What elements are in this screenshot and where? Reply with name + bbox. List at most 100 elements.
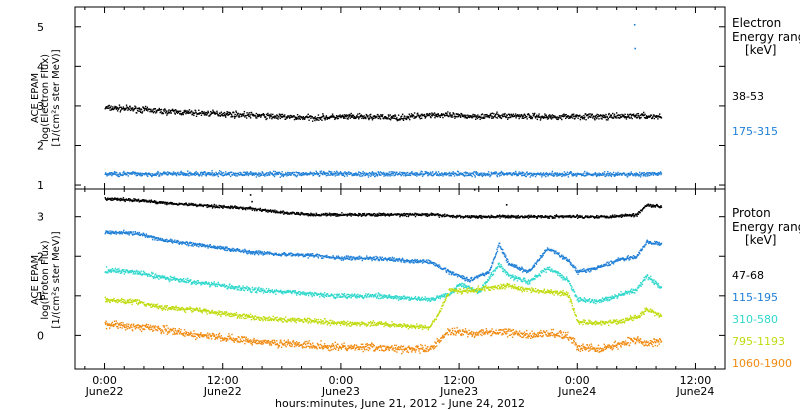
data-point: [280, 254, 283, 256]
data-point: [374, 115, 376, 117]
data-point: [621, 174, 623, 176]
data-point: [272, 173, 274, 175]
data-point: [220, 245, 222, 248]
data-point: [569, 172, 571, 174]
data-point: [649, 115, 652, 118]
data-point: [265, 118, 267, 121]
data-point: [367, 258, 369, 260]
data-point: [365, 257, 367, 260]
data-point: [560, 216, 562, 218]
data-point: [476, 172, 479, 174]
data-point: [321, 255, 324, 257]
data-point: [393, 117, 396, 120]
data-point: [410, 260, 412, 262]
data-point: [272, 174, 274, 177]
data-point: [429, 116, 432, 118]
data-point: [613, 113, 616, 115]
data-point: [313, 213, 315, 215]
data-point: [541, 174, 543, 176]
data-point: [599, 115, 601, 117]
data-point: [106, 173, 109, 176]
data-point: [429, 171, 432, 173]
data-point: [129, 105, 131, 107]
data-point: [194, 172, 197, 174]
data-point: [237, 112, 239, 115]
data-point: [545, 172, 547, 174]
data-point: [163, 171, 166, 173]
electron-legend-subtitle: Energy ranges: [732, 30, 800, 44]
data-point: [603, 173, 605, 175]
data-point: [156, 172, 158, 174]
y-tick-label: 2: [37, 139, 44, 152]
data-point: [198, 174, 200, 176]
data-point: [118, 104, 121, 106]
data-point: [188, 204, 191, 206]
data-point: [295, 171, 297, 173]
data-point: [597, 114, 600, 116]
data-point: [540, 117, 542, 120]
data-point: [383, 214, 386, 216]
data-point: [136, 107, 138, 110]
data-point: [422, 174, 425, 176]
data-point: [195, 204, 197, 206]
data-point: [251, 113, 254, 116]
electron-legend-entry-175-315: 175-315: [732, 125, 778, 138]
data-point: [281, 113, 284, 116]
data-point: [261, 171, 263, 173]
data-point: [445, 114, 448, 117]
data-point: [273, 117, 276, 119]
data-point: [211, 172, 214, 174]
data-point: [323, 213, 325, 215]
data-point: [296, 253, 299, 256]
data-point: [424, 213, 427, 215]
data-point: [453, 115, 456, 117]
data-point: [366, 255, 368, 257]
data-point: [656, 204, 659, 207]
data-point: [325, 213, 327, 215]
data-point: [252, 172, 254, 174]
data-point: [440, 267, 443, 270]
data-point: [506, 216, 509, 219]
data-point: [207, 110, 209, 112]
data-point: [593, 216, 595, 218]
data-point: [227, 173, 229, 175]
data-point: [518, 171, 520, 173]
data-point: [556, 118, 558, 120]
data-point: [530, 172, 532, 175]
proton-legend-entry-47-68: 47-68: [732, 269, 764, 282]
data-point: [174, 113, 176, 115]
data-point: [636, 117, 639, 119]
data-point: [581, 215, 583, 217]
data-point: [350, 255, 352, 258]
data-point: [105, 106, 108, 108]
data-point: [460, 172, 462, 175]
data-point: [381, 259, 383, 261]
data-point: [376, 213, 379, 215]
data-point: [441, 172, 443, 175]
data-point: [343, 116, 345, 118]
data-point: [141, 172, 143, 175]
data-point: [430, 262, 432, 264]
data-point: [419, 214, 421, 217]
data-point: [454, 117, 456, 119]
data-point: [384, 172, 386, 175]
data-point: [450, 115, 452, 117]
data-point: [373, 212, 375, 215]
data-point: [245, 208, 247, 211]
data-point: [206, 112, 209, 114]
data-point: [125, 107, 127, 110]
data-point: [464, 277, 467, 280]
data-point: [476, 216, 478, 219]
data-point: [452, 216, 454, 219]
data-point: [630, 172, 632, 175]
data-point: [264, 253, 266, 256]
data-point: [634, 114, 636, 116]
data-point: [615, 116, 617, 118]
data-point: [241, 208, 244, 211]
data-point: [401, 115, 403, 117]
data-point: [241, 250, 244, 252]
data-point: [163, 110, 165, 112]
data-point: [393, 259, 396, 261]
data-point: [481, 175, 484, 178]
data-point: [647, 203, 650, 206]
